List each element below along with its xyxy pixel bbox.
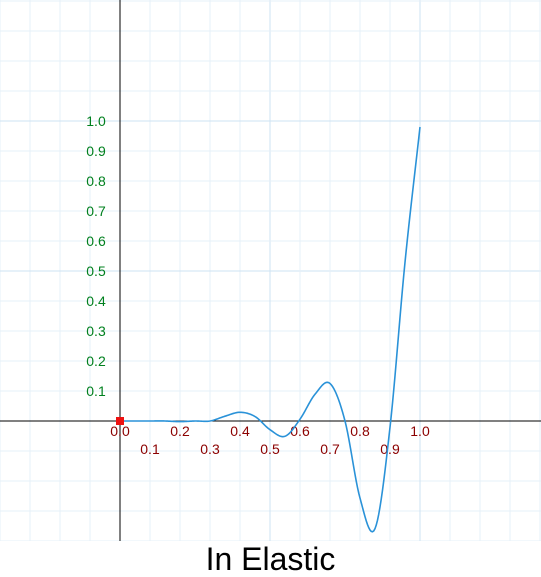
axes [0,0,541,541]
x-tick-label: 0.1 [140,441,160,457]
grid [0,0,541,541]
x-tick-label: 0.6 [290,423,310,439]
origin-marker [116,417,124,425]
y-tick-label: 0.9 [86,143,106,159]
x-tick-label: 0.4 [230,423,250,439]
y-tick-label: 0.3 [86,323,106,339]
x-tick-label: 0.7 [320,441,340,457]
x-tick-label: 1.0 [410,423,430,439]
y-tick-label: 0.5 [86,263,106,279]
x-tick-label: 0.5 [260,441,280,457]
series-line [120,126,421,533]
x-tick-label: 0.3 [200,441,220,457]
y-tick-label: 0.7 [86,203,106,219]
chart-title: In Elastic [205,541,336,577]
tick-labels: 0.0 0.1 0.2 0.3 0.4 0.5 0.6 0.7 0.8 0.9 1.0 0.1 0.2 0… [86,113,430,457]
y-tick-label: 1.0 [86,113,106,129]
x-tick-label: 0.0 [110,423,130,439]
x-tick-label: 0.9 [380,441,400,457]
series-layer [120,126,421,533]
y-tick-label: 0.1 [86,383,106,399]
marker-layer [116,417,124,425]
y-tick-label: 0.4 [86,293,106,309]
y-tick-label: 0.8 [86,173,106,189]
x-tick-label: 0.8 [350,423,370,439]
x-tick-label: 0.2 [170,423,190,439]
chart-plot: 0.0 0.1 0.2 0.3 0.4 0.5 0.6 0.7 0.8 0.9 1.0 0.1 0.2 0… [0,0,541,541]
y-tick-label: 0.2 [86,353,106,369]
y-tick-label: 0.6 [86,233,106,249]
